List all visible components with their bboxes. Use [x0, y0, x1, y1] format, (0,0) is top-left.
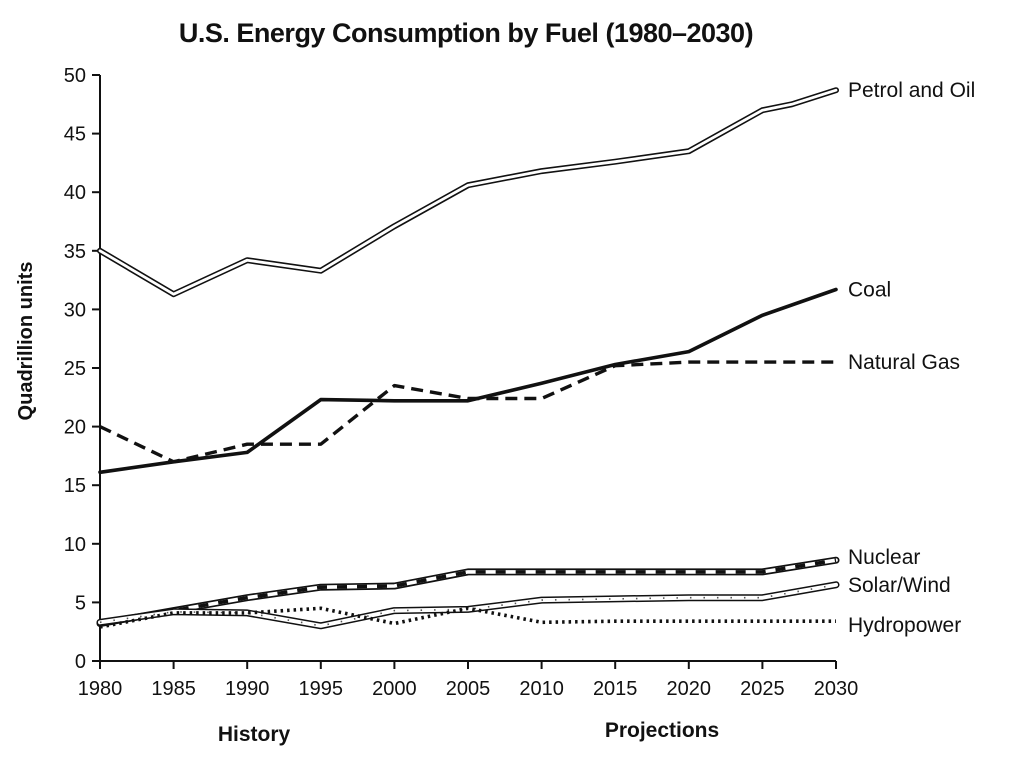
- series-coal: [98, 287, 838, 475]
- y-tick-label: 15: [64, 475, 86, 497]
- y-tick-label: 0: [75, 651, 86, 673]
- x-tick-label: 2000: [372, 678, 417, 700]
- x-tick-label: 2005: [446, 678, 491, 700]
- x-axis-ticks: 1980 1985 1990 1995 2000 2005 2010 2015 2020 2025…: [78, 661, 859, 700]
- y-axis-label: Quadrillion units: [15, 262, 37, 421]
- series-label-petrol-and-oil: Petrol and Oil: [848, 79, 975, 102]
- x-tick-label: 1980: [78, 678, 123, 700]
- x-tick-label: 2030: [814, 678, 859, 700]
- x-tick-label: 2025: [740, 678, 785, 700]
- x-tick-label: 2020: [667, 678, 712, 700]
- line-petrol-and-oil-outer: [97, 87, 839, 298]
- series-hydropower: [99, 606, 836, 629]
- y-tick-label: 35: [64, 241, 86, 263]
- projections-label: Projections: [605, 719, 719, 742]
- series-natural-gas: [99, 360, 836, 464]
- line-hydropower: [99, 606, 836, 629]
- y-tick-label: 5: [75, 592, 86, 614]
- x-tick-label: 1990: [225, 678, 270, 700]
- series-label-hydropower: Hydropower: [848, 614, 961, 637]
- series-petrol-and-oil: [97, 87, 839, 298]
- series-nuclear: [96, 556, 840, 627]
- x-tick-label: 1995: [299, 678, 344, 700]
- y-tick-label: 25: [64, 358, 86, 380]
- y-tick-label: 30: [64, 299, 86, 321]
- line-natural-gas: [99, 360, 836, 464]
- x-tick-label: 1985: [151, 678, 196, 700]
- y-tick-label: 20: [64, 417, 86, 439]
- series-label-nuclear: Nuclear: [848, 546, 920, 569]
- y-tick-label: 10: [64, 534, 86, 556]
- y-tick-label: 40: [64, 182, 86, 204]
- series-lines: [96, 87, 840, 630]
- y-tick-label: 50: [64, 65, 86, 87]
- x-tick-label: 2015: [593, 678, 638, 700]
- history-label: History: [218, 723, 291, 746]
- series-label-natural-gas: Natural Gas: [848, 351, 960, 374]
- line-nuclear-dash: [99, 558, 837, 626]
- series-label-coal: Coal: [848, 278, 891, 301]
- series-label-solar-wind: Solar/Wind: [848, 574, 951, 597]
- y-axis-ticks: 0 5 10 15 20 25 30 35 40 45 50: [64, 65, 100, 673]
- line-coal: [98, 287, 838, 475]
- chart-title: U.S. Energy Consumption by Fuel (1980–20…: [179, 18, 753, 48]
- line-petrol-and-oil-inner: [98, 88, 838, 296]
- x-tick-label: 2010: [519, 678, 564, 700]
- y-tick-label: 45: [64, 124, 86, 146]
- series-labels: Petrol and Oil Coal Natural Gas Nuclear Sola…: [848, 79, 975, 637]
